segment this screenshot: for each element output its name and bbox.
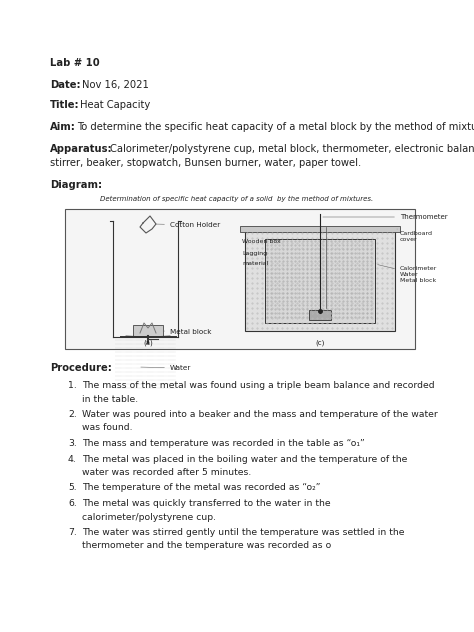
Text: To determine the specific heat capacity of a metal block by the method of mixtur: To determine the specific heat capacity … bbox=[77, 122, 474, 132]
Bar bbox=[309, 310, 331, 320]
Text: Thermometer: Thermometer bbox=[323, 214, 447, 220]
Text: in the table.: in the table. bbox=[82, 394, 138, 403]
Text: Wooden box: Wooden box bbox=[242, 239, 281, 244]
Text: Calorimeter
Water
Metal block: Calorimeter Water Metal block bbox=[378, 265, 437, 283]
Text: Date:: Date: bbox=[50, 80, 81, 90]
Text: The water was stirred gently until the temperature was settled in the: The water was stirred gently until the t… bbox=[82, 528, 404, 537]
Bar bbox=[65, 209, 415, 349]
Text: Apparatus:: Apparatus: bbox=[50, 144, 113, 154]
Text: thermometer and the temperature was recorded as o: thermometer and the temperature was reco… bbox=[82, 542, 331, 550]
Text: Aim:: Aim: bbox=[50, 122, 76, 132]
Bar bbox=[133, 325, 163, 337]
Text: (a): (a) bbox=[143, 339, 153, 346]
Text: (c): (c) bbox=[315, 339, 325, 346]
Text: The mass and temperature was recorded in the table as “o₁”: The mass and temperature was recorded in… bbox=[82, 439, 365, 448]
Text: The metal was placed in the boiling water and the temperature of the: The metal was placed in the boiling wate… bbox=[82, 454, 407, 463]
Text: 4.: 4. bbox=[68, 454, 77, 463]
Text: Heat Capacity: Heat Capacity bbox=[80, 100, 150, 110]
Text: 2.: 2. bbox=[68, 410, 77, 419]
Text: Nov 16, 2021: Nov 16, 2021 bbox=[82, 80, 149, 90]
Text: Cotton Holder: Cotton Holder bbox=[156, 222, 220, 228]
Text: 5.: 5. bbox=[68, 483, 77, 492]
Text: 1.: 1. bbox=[68, 381, 77, 390]
Text: water was recorded after 5 minutes.: water was recorded after 5 minutes. bbox=[82, 468, 251, 477]
Text: 6.: 6. bbox=[68, 499, 77, 508]
Text: stirrer, beaker, stopwatch, Bunsen burner, water, paper towel.: stirrer, beaker, stopwatch, Bunsen burne… bbox=[50, 158, 361, 168]
Text: Title:: Title: bbox=[50, 100, 80, 110]
Text: Lagging: Lagging bbox=[242, 251, 267, 256]
Text: 7.: 7. bbox=[68, 528, 77, 537]
Text: calorimeter/polystyrene cup.: calorimeter/polystyrene cup. bbox=[82, 513, 216, 521]
Text: Diagram:: Diagram: bbox=[50, 180, 102, 190]
Bar bbox=[265, 239, 375, 323]
Text: Water: Water bbox=[141, 365, 191, 371]
Text: material: material bbox=[242, 261, 268, 266]
Text: The mass of the metal was found using a triple beam balance and recorded: The mass of the metal was found using a … bbox=[82, 381, 435, 390]
Text: was found.: was found. bbox=[82, 423, 133, 432]
Text: The temperature of the metal was recorded as “o₂”: The temperature of the metal was recorde… bbox=[82, 483, 320, 492]
Text: Determination of specific heat capacity of a solid  by the method of mixtures.: Determination of specific heat capacity … bbox=[100, 196, 374, 202]
Text: Calorimeter/polystyrene cup, metal block, thermometer, electronic balance,: Calorimeter/polystyrene cup, metal block… bbox=[110, 144, 474, 154]
Text: Water was poured into a beaker and the mass and temperature of the water: Water was poured into a beaker and the m… bbox=[82, 410, 438, 419]
Bar bbox=[245, 231, 395, 331]
Text: Metal block: Metal block bbox=[163, 329, 211, 335]
Text: Procedure:: Procedure: bbox=[50, 363, 112, 373]
Text: Lab # 10: Lab # 10 bbox=[50, 58, 100, 68]
Bar bbox=[240, 226, 400, 232]
Text: The metal was quickly transferred to the water in the: The metal was quickly transferred to the… bbox=[82, 499, 331, 508]
Text: Cardboard
cover: Cardboard cover bbox=[397, 229, 433, 242]
Text: 3.: 3. bbox=[68, 439, 77, 448]
